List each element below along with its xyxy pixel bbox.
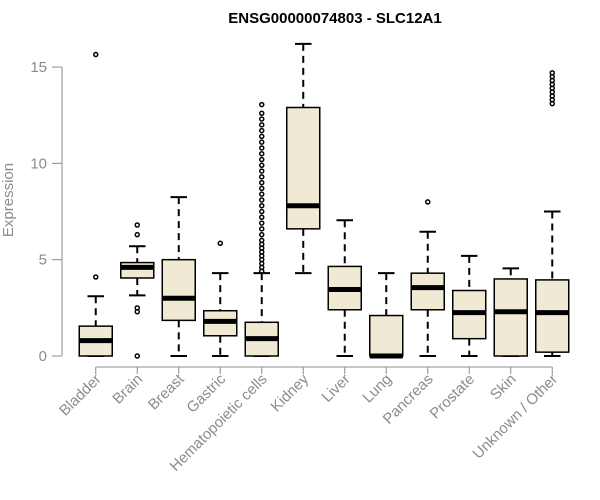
outlier-point [259, 237, 265, 244]
outlier-point [259, 231, 265, 238]
y-axis: 0 5 10 15 [30, 59, 63, 365]
box-group [327, 219, 362, 357]
outlier-point [259, 162, 265, 169]
outlier-point [259, 220, 265, 226]
y-tick-label: 5 [39, 252, 47, 269]
box-group [78, 51, 113, 357]
outlier-point [549, 70, 555, 76]
outlier-point [259, 156, 265, 163]
box-group [410, 199, 445, 357]
outlier-point [259, 226, 265, 232]
box-group [203, 240, 238, 357]
outlier-point [259, 110, 265, 117]
outlier-point [259, 127, 265, 134]
outlier-point [259, 150, 265, 157]
box-group [535, 70, 570, 357]
box-group [120, 222, 155, 359]
box-group [161, 196, 196, 357]
outlier-point [134, 222, 140, 228]
outlier-point [259, 174, 265, 180]
outlier-point [259, 185, 265, 192]
outlier-point [134, 353, 140, 359]
outlier-point [259, 202, 265, 209]
outlier-point [259, 139, 265, 145]
box-group [452, 254, 487, 357]
outlier-point [93, 274, 99, 280]
x-tick-label: Brain [109, 371, 146, 408]
outlier-point [259, 179, 265, 186]
outlier-point [259, 116, 265, 122]
box-iqr [120, 261, 155, 279]
x-tick-label: Liver [319, 371, 354, 406]
x-tick-label: Skin [487, 371, 520, 404]
outlier-point [217, 240, 223, 247]
box-group [369, 272, 404, 359]
x-tick-label: Bladder [56, 371, 105, 420]
outlier-point [259, 133, 265, 140]
y-axis-label: Expression [0, 163, 17, 237]
outlier-point [259, 145, 265, 151]
chart-title: ENSG00000074803 - SLC12A1 [228, 10, 441, 27]
outlier-point [259, 197, 265, 203]
x-tick-label: Prostate [427, 371, 479, 423]
outlier-point [259, 214, 265, 221]
y-tick-label: 15 [30, 59, 47, 76]
x-tick-label: Breast [145, 370, 188, 413]
y-tick-label: 0 [39, 348, 47, 365]
outlier-point [93, 51, 99, 58]
box-group [493, 267, 528, 357]
outlier-point [259, 191, 265, 197]
outlier-point [259, 122, 265, 128]
x-tick-label: Kidney [268, 370, 313, 415]
outlier-point [259, 101, 265, 108]
box-series [78, 42, 570, 359]
box-iqr [286, 106, 321, 230]
box-iqr [493, 278, 528, 357]
box-group [286, 42, 321, 275]
outlier-point [259, 208, 265, 215]
box-iqr [410, 272, 445, 311]
box-iqr [161, 258, 196, 322]
outlier-point [134, 305, 140, 311]
box-iqr [369, 314, 404, 357]
box-group [244, 101, 279, 357]
outlier-point [259, 168, 265, 174]
box-iqr [535, 279, 570, 353]
y-tick-label: 10 [30, 155, 47, 172]
x-tick-label: Lung [359, 371, 395, 407]
outlier-point [425, 199, 431, 205]
outlier-point [134, 231, 140, 238]
